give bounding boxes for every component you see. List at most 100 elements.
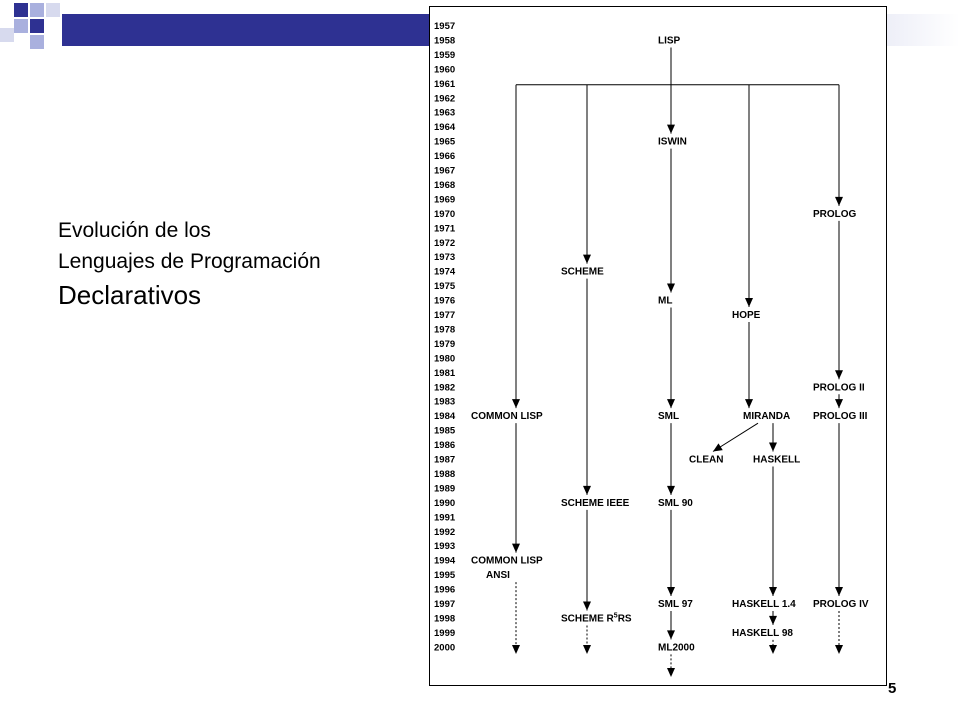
edge-ml-sml-arrow: [667, 399, 675, 409]
edge-prolog2-prolog3-arrow: [835, 399, 843, 409]
language-label-prolog3: PROLOG III: [813, 411, 868, 422]
language-label-haskell14: HASKELL 1.4: [732, 599, 796, 610]
language-label-haskell98: HASKELL 98: [732, 628, 793, 639]
slide-title: Evolución de los Lenguajes de Programaci…: [58, 215, 321, 313]
edge-lisp-iswin-arrow: [667, 124, 675, 134]
year-label: 1978: [434, 324, 455, 335]
edge-prolog3-prolog4-arrow: [835, 587, 843, 596]
edge-haskell-haskell14-arrow: [769, 587, 777, 596]
edge-prolog-prolog2-arrow: [835, 370, 843, 380]
year-label: 1998: [434, 613, 455, 624]
year-label: 1974: [434, 267, 456, 278]
year-label: 1958: [434, 35, 455, 46]
language-label-prolog4: PROLOG IV: [813, 599, 869, 610]
year-label: 1995: [434, 570, 456, 581]
page-number: 5: [888, 680, 897, 697]
year-label: 1988: [434, 469, 455, 480]
edge-miranda-clean-arrow: [713, 443, 723, 452]
year-label: 1977: [434, 310, 455, 321]
language-label-schemeieee: SCHEME IEEE: [561, 498, 630, 509]
language-evolution-diagram: 1957 1958 1959 1960 1961 1962 1963 1964 1965 1966…: [429, 6, 887, 686]
year-label: 1985: [434, 426, 456, 437]
year-label: 1969: [434, 194, 455, 205]
continuation-prolog4-arrow: [835, 645, 843, 654]
year-label: 1972: [434, 238, 455, 249]
year-label: 1973: [434, 252, 455, 263]
language-label-haskell: HASKELL: [753, 455, 800, 466]
language-label-prolog: PROLOG: [813, 209, 857, 220]
language-label-commonlispansi-line2: ANSI: [486, 570, 510, 581]
year-label: 1961: [434, 79, 456, 90]
year-label: 1993: [434, 541, 455, 552]
year-label: 1975: [434, 281, 456, 292]
language-label-hope: HOPE: [732, 310, 761, 321]
edge-sml97-ml2000-arrow: [667, 630, 675, 640]
language-label-ml: ML: [658, 296, 672, 307]
language-label-sml90: SML 90: [658, 498, 693, 509]
year-label: 1989: [434, 483, 455, 494]
year-label: 1968: [434, 180, 455, 191]
language-label-sml: SML: [658, 411, 679, 422]
language-label-schemer5rs: SCHEME R5RS: [561, 612, 632, 624]
year-label: 1962: [434, 93, 455, 104]
year-label: 1965: [434, 137, 456, 148]
edge-lisp-hope-arrow: [745, 298, 753, 307]
language-label-prolog2: PROLOG II: [813, 382, 865, 393]
edge-iswin-ml-arrow: [667, 283, 675, 293]
language-label-ml2000: ML2000: [658, 642, 695, 653]
continuation-haskell98-arrow: [769, 645, 777, 654]
year-label: 1992: [434, 527, 455, 538]
year-label: 2000: [434, 642, 455, 653]
edge-miranda-haskell-arrow: [769, 442, 777, 452]
year-label: 1979: [434, 339, 455, 350]
year-label: 1980: [434, 353, 455, 364]
continuation-commonlispansi-arrow: [512, 645, 520, 654]
year-label: 1986: [434, 440, 455, 451]
year-label: 1981: [434, 368, 456, 379]
slide-title-line-3: Declarativos: [58, 280, 202, 310]
edge-sml-sml90-arrow: [667, 485, 675, 495]
slide-title-line-2: Lenguajes de Programación: [58, 250, 321, 273]
year-label: 1996: [434, 585, 455, 596]
year-label: 1982: [434, 382, 455, 393]
year-label: 1957: [434, 21, 455, 32]
year-label: 1984: [434, 411, 456, 422]
year-label: 1999: [434, 628, 455, 639]
year-label: 1976: [434, 296, 455, 307]
edge-haskell14-haskell98-arrow: [769, 615, 777, 625]
year-label: 1966: [434, 151, 455, 162]
edge-sml90-sml97-arrow: [667, 587, 675, 596]
edge-lisp-scheme-arrow: [583, 254, 591, 264]
year-label: 1983: [434, 397, 455, 408]
language-label-commonlisp: COMMON LISP: [471, 411, 543, 422]
year-label: 1990: [434, 498, 455, 509]
edge-scheme-schemeieee-arrow: [583, 485, 591, 495]
year-label: 1960: [434, 64, 455, 75]
language-label-commonlispansi: COMMON LISP: [471, 556, 543, 567]
year-label: 1971: [434, 223, 456, 234]
language-label-scheme: SCHEME: [561, 267, 604, 278]
edge-lisp-commonlisp-arrow: [512, 399, 520, 409]
edge-hope-miranda-arrow: [745, 399, 753, 409]
year-label: 1963: [434, 108, 455, 119]
year-label: 1970: [434, 209, 455, 220]
language-label-clean: CLEAN: [689, 455, 723, 466]
year-label: 1959: [434, 50, 455, 61]
language-label-miranda: MIRANDA: [743, 411, 790, 422]
language-label-sml97: SML 97: [658, 599, 693, 610]
language-label-iswin: ISWIN: [658, 137, 687, 148]
diagram-canvas: 1957 1958 1959 1960 1961 1962 1963 1964 1965 1966…: [434, 21, 869, 677]
edge-schemeieee-schemer5rs-arrow: [583, 601, 591, 611]
language-label-lisp: LISP: [658, 35, 681, 46]
year-label: 1964: [434, 122, 456, 133]
edge-commonlisp-commonlispansi-arrow: [512, 543, 520, 553]
year-label: 1987: [434, 455, 455, 466]
year-label: 1967: [434, 166, 455, 177]
edge-lisp-prolog-arrow: [835, 196, 843, 206]
year-label: 1991: [434, 512, 456, 523]
continuation-ml2000-arrow: [667, 668, 675, 677]
year-label: 1997: [434, 599, 455, 610]
slide-title-line-1: Evolución de los: [58, 219, 211, 242]
year-label: 1994: [434, 556, 456, 567]
continuation-schemer5rs-arrow: [583, 645, 591, 654]
